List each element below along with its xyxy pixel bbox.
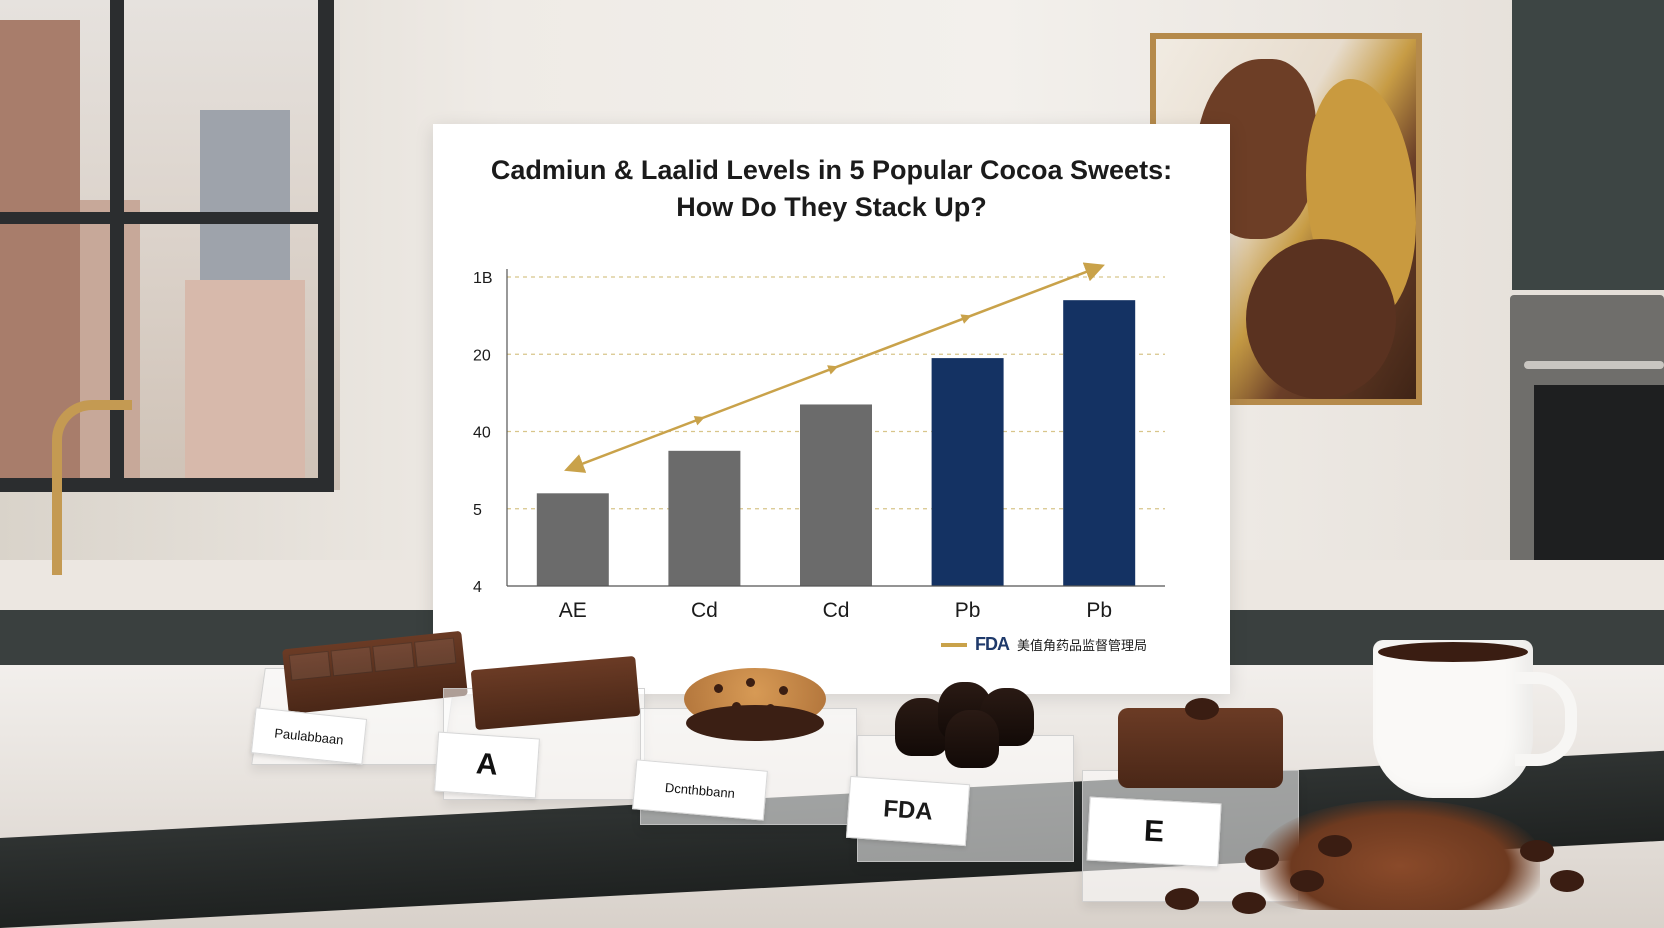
y-tick-label: 40 <box>473 425 491 442</box>
chart-panel: Cadmiun & Laalid Levels in 5 Popular Coc… <box>433 124 1230 694</box>
coffee-bean <box>1165 888 1199 910</box>
fda-logo: FDA <box>975 634 1010 654</box>
product-label-card: A <box>434 731 540 799</box>
trend-arrowhead <box>827 365 839 375</box>
coffee-cup <box>1373 640 1533 798</box>
window-frame <box>0 212 334 224</box>
coffee-bean <box>1185 698 1219 720</box>
x-tick-label: AE <box>559 599 587 622</box>
window <box>0 0 340 492</box>
trend-arrowhead <box>960 314 972 324</box>
coffee-bean <box>1520 840 1554 862</box>
cookie-filling <box>686 705 824 741</box>
product-label: FDA <box>882 795 934 826</box>
bar <box>1063 300 1136 586</box>
y-tick-label: 1B <box>473 270 493 287</box>
x-tick-label: Cd <box>691 599 718 622</box>
legend-swatch <box>941 642 967 647</box>
x-tick-label: Pb <box>955 599 981 622</box>
product-label: Paulabbaan <box>273 724 345 748</box>
art-shape <box>1246 239 1396 399</box>
bars <box>536 300 1136 586</box>
chart-subtitle: How Do They Stack Up? <box>676 192 987 222</box>
coffee-bean <box>1232 892 1266 914</box>
coffee-bean <box>1550 870 1584 892</box>
product-label: Dcnthbbann <box>664 779 736 801</box>
x-tick-label: Pb <box>1086 599 1112 622</box>
cocoa-powder <box>1260 800 1540 910</box>
coffee-bean <box>1318 835 1352 857</box>
product-label: E <box>1143 814 1165 849</box>
trend-arrowhead <box>693 415 705 426</box>
oven-window <box>1534 385 1664 565</box>
trend-arrow <box>564 262 1105 473</box>
legend-label: 美值角药品监督管理局 <box>1017 639 1148 654</box>
truffle <box>945 710 999 768</box>
window-frame <box>0 478 334 492</box>
axes: 4 5 40 20 1B AE Cd Cd Pb Pb <box>473 269 1165 622</box>
bar <box>931 358 1004 586</box>
bar <box>800 404 872 586</box>
y-tick-label: 20 <box>473 347 491 364</box>
chart-title: Cadmiun & Laalid Levels in 5 Popular Coc… <box>490 155 1173 185</box>
window-frame <box>110 0 124 490</box>
x-tick-label: Cd <box>823 599 850 622</box>
product-label-card: FDA <box>845 775 971 847</box>
coffee-bean <box>1290 870 1324 892</box>
oven-handle <box>1524 361 1664 369</box>
faucet <box>52 400 132 575</box>
building <box>185 280 305 490</box>
bar-chart: 4 5 40 20 1B AE Cd Cd Pb Pb <box>473 262 1165 622</box>
product-label: A <box>475 747 499 782</box>
window-frame <box>318 0 334 490</box>
bar <box>668 450 741 586</box>
bar <box>536 493 609 586</box>
y-tick-label: 5 <box>473 502 482 519</box>
legend: FDA 美值角药品监督管理局 <box>941 634 1147 655</box>
y-tick-label: 4 <box>473 579 482 596</box>
coffee <box>1378 642 1528 662</box>
chocolate-square <box>1118 708 1283 788</box>
product-label-card: E <box>1086 796 1222 868</box>
upper-cabinet <box>1512 0 1664 290</box>
coffee-bean <box>1245 848 1279 870</box>
wall-artwork <box>1150 33 1422 405</box>
